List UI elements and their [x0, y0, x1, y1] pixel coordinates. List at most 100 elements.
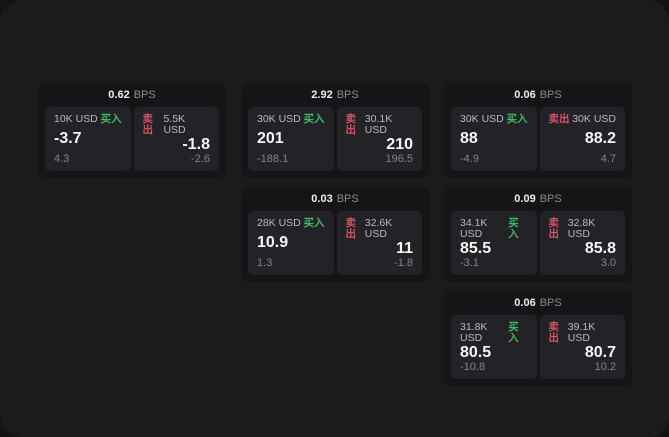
card-header: 0.06 BPS — [444, 291, 632, 315]
sell-panel-top: 卖出 30.1K USD — [346, 114, 414, 135]
sell-change: 3.0 — [600, 257, 616, 269]
sell-side-label: 卖出 — [548, 217, 560, 240]
buy-price: 201 — [257, 130, 284, 148]
card-header: 0.09 BPS — [444, 187, 632, 211]
sell-change: -2.6 — [191, 153, 210, 165]
buy-quote-panel[interactable]: 31.8K USD 买入 80.5 -10.8 — [451, 315, 537, 379]
spread-bps-value: 0.03 — [311, 192, 333, 205]
buy-quote-panel[interactable]: 30K USD 买入 201 -188.1 — [248, 107, 334, 171]
card-body: 28K USD 买入 10.9 1.3 卖出 32.6K USD 11 -1.8 — [241, 211, 429, 282]
quote-card: 0.09 BPS 34.1K USD 买入 85.5 -3.1 卖出 32.8K… — [444, 187, 632, 282]
buy-amount: 30K USD — [460, 113, 504, 125]
bps-unit-label: BPS — [539, 88, 562, 101]
sell-panel-top: 卖出 32.8K USD — [549, 218, 617, 239]
card-header: 0.03 BPS — [241, 187, 429, 211]
sell-change: 4.7 — [600, 153, 616, 165]
sell-panel-top: 卖出 32.6K USD — [346, 218, 414, 239]
buy-amount: 28K USD — [257, 217, 301, 229]
card-body: 10K USD 买入 -3.7 4.3 卖出 5.5K USD -1.8 -2.… — [38, 107, 226, 178]
sell-change: 196.5 — [385, 153, 413, 165]
sell-price: 80.7 — [584, 343, 616, 361]
sell-change: 10.2 — [594, 361, 616, 373]
card-body: 30K USD 买入 88 -4.9 卖出 30K USD 88.2 4.7 — [444, 107, 632, 178]
sell-amount: 30.1K USD — [364, 113, 393, 136]
sell-amount: 32.6K USD — [364, 217, 393, 240]
buy-price: 80.5 — [460, 343, 492, 361]
buy-change: 4.3 — [54, 153, 70, 165]
card-header: 0.62 BPS — [38, 83, 226, 107]
sell-quote-panel[interactable]: 卖出 32.6K USD 11 -1.8 — [336, 211, 422, 275]
buy-price: 88 — [460, 130, 478, 148]
sell-change: -1.8 — [394, 257, 413, 269]
spread-bps-value: 2.92 — [311, 88, 333, 101]
sell-amount: 30K USD — [572, 113, 616, 125]
buy-quote-panel[interactable]: 10K USD 买入 -3.7 4.3 — [45, 107, 131, 171]
sell-side-label: 卖出 — [142, 113, 154, 136]
sell-price: 88.2 — [584, 130, 616, 148]
sell-quote-panel[interactable]: 卖出 30.1K USD 210 196.5 — [336, 107, 422, 171]
card-header: 2.92 BPS — [241, 83, 429, 107]
sell-side-label: 卖出 — [345, 113, 357, 136]
sell-quote-panel[interactable]: 卖出 32.8K USD 85.8 3.0 — [539, 211, 625, 275]
spread-bps-value: 0.06 — [514, 296, 536, 309]
quote-card: 0.06 BPS 30K USD 买入 88 -4.9 卖出 30K USD 8… — [444, 83, 632, 178]
buy-panel-top: 30K USD 买入 — [460, 114, 528, 125]
bps-unit-label: BPS — [539, 296, 562, 309]
spread-bps-value: 0.62 — [108, 88, 130, 101]
bps-unit-label: BPS — [336, 192, 359, 205]
buy-quote-panel[interactable]: 34.1K USD 买入 85.5 -3.1 — [451, 211, 537, 275]
sell-quote-panel[interactable]: 卖出 5.5K USD -1.8 -2.6 — [133, 107, 219, 171]
sell-quote-panel[interactable]: 卖出 39.1K USD 80.7 10.2 — [539, 315, 625, 379]
sell-amount: 32.8K USD — [567, 217, 596, 240]
buy-quote-panel[interactable]: 28K USD 买入 10.9 1.3 — [248, 211, 334, 275]
buy-amount: 34.1K USD — [460, 217, 488, 240]
buy-side-label: 买入 — [303, 113, 325, 125]
sell-amount: 5.5K USD — [163, 113, 186, 136]
quote-card: 0.06 BPS 31.8K USD 买入 80.5 -10.8 卖出 39.1… — [444, 291, 632, 386]
buy-change: -3.1 — [460, 257, 479, 269]
card-body: 30K USD 买入 201 -188.1 卖出 30.1K USD 210 1… — [241, 107, 429, 178]
sell-price: 11 — [396, 239, 413, 257]
buy-amount: 10K USD — [54, 113, 98, 125]
buy-side-label: 买入 — [303, 217, 325, 229]
sell-panel-top: 卖出 5.5K USD — [143, 114, 211, 135]
quote-card: 0.62 BPS 10K USD 买入 -3.7 4.3 卖出 5.5K USD… — [38, 83, 226, 178]
buy-panel-top: 34.1K USD 买入 — [460, 218, 528, 239]
buy-side-label: 买入 — [508, 321, 519, 344]
spread-bps-value: 0.09 — [514, 192, 536, 205]
card-body: 31.8K USD 买入 80.5 -10.8 卖出 39.1K USD 80.… — [444, 315, 632, 386]
buy-price: 85.5 — [460, 239, 492, 257]
sell-amount: 39.1K USD — [567, 321, 596, 344]
sell-panel-top: 卖出 30K USD — [549, 114, 617, 125]
buy-quote-panel[interactable]: 30K USD 买入 88 -4.9 — [451, 107, 537, 171]
sell-side-label: 卖出 — [345, 217, 357, 240]
card-header: 0.06 BPS — [444, 83, 632, 107]
buy-panel-top: 28K USD 买入 — [257, 218, 325, 229]
buy-change: 1.3 — [257, 257, 273, 269]
spread-bps-value: 0.06 — [514, 88, 536, 101]
sell-side-label: 卖出 — [548, 321, 560, 344]
buy-amount: 31.8K USD — [460, 321, 488, 344]
sell-side-label: 卖出 — [548, 113, 570, 125]
buy-side-label: 买入 — [506, 113, 528, 125]
sell-price: -1.8 — [182, 135, 210, 153]
quote-card: 2.92 BPS 30K USD 买入 201 -188.1 卖出 30.1K … — [241, 83, 429, 178]
buy-side-label: 买入 — [508, 217, 519, 240]
quote-card: 0.03 BPS 28K USD 买入 10.9 1.3 卖出 32.6K US… — [241, 187, 429, 282]
buy-side-label: 买入 — [100, 113, 122, 125]
buy-price: -3.7 — [54, 130, 82, 148]
buy-panel-top: 30K USD 买入 — [257, 114, 325, 125]
buy-price: 10.9 — [257, 234, 289, 252]
buy-change: -4.9 — [460, 153, 479, 165]
sell-price: 85.8 — [584, 239, 616, 257]
buy-panel-top: 31.8K USD 买入 — [460, 322, 528, 343]
sell-panel-top: 卖出 39.1K USD — [549, 322, 617, 343]
quote-cards-grid: 0.62 BPS 10K USD 买入 -3.7 4.3 卖出 5.5K USD… — [38, 83, 632, 386]
sell-quote-panel[interactable]: 卖出 30K USD 88.2 4.7 — [539, 107, 625, 171]
card-body: 34.1K USD 买入 85.5 -3.1 卖出 32.8K USD 85.8… — [444, 211, 632, 282]
bps-unit-label: BPS — [133, 88, 156, 101]
bps-unit-label: BPS — [336, 88, 359, 101]
bps-unit-label: BPS — [539, 192, 562, 205]
buy-panel-top: 10K USD 买入 — [54, 114, 122, 125]
